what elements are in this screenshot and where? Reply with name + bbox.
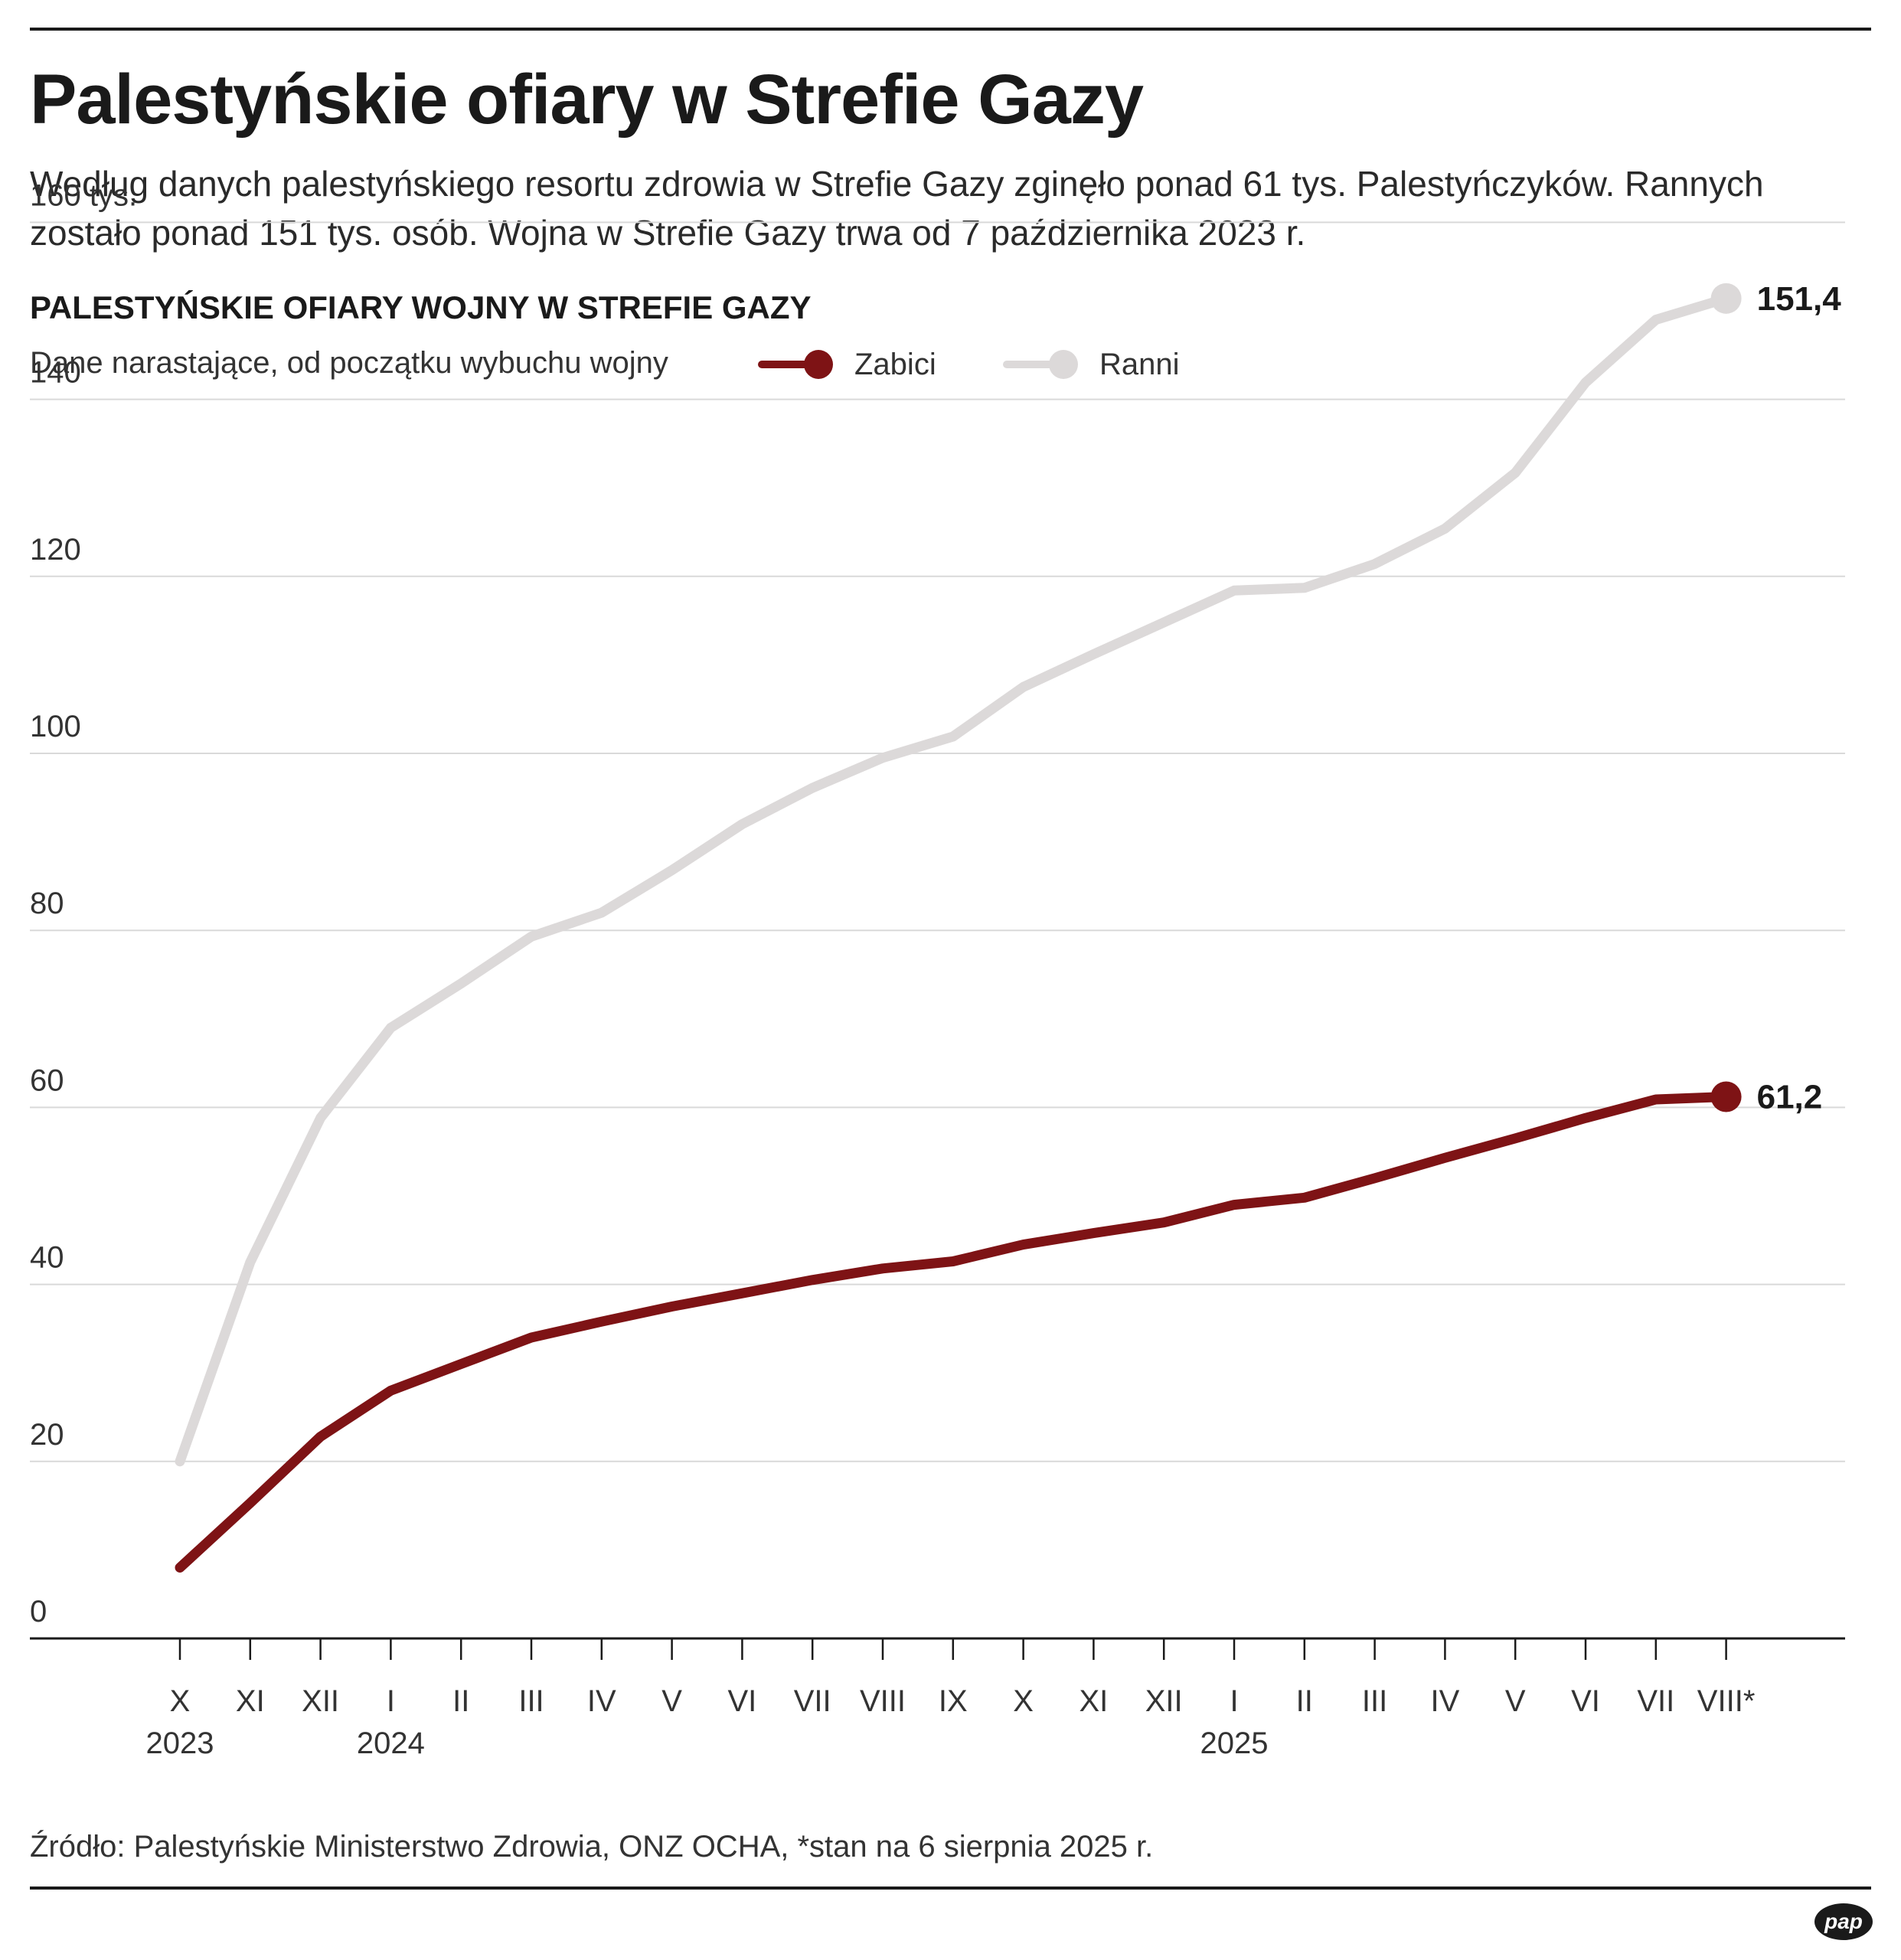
chart-subtitle: Dane narastające, od początku wybuchu wo… [30,346,668,380]
y-tick-label: 140 [30,356,81,390]
y-tick-label: 80 [30,887,64,920]
x-tick-label: VI [728,1684,757,1718]
legend-label-ranni: Ranni [1099,347,1180,381]
y-tick-label: 60 [30,1063,64,1097]
x-tick-label: I [1230,1684,1238,1718]
source-note: Źródło: Palestyńskie Ministerstwo Zdrowi… [30,1830,1154,1864]
series-lines: 151,4 61,2 [175,280,1842,1573]
gridlines [30,221,1845,1462]
svg-text:pap: pap [1824,1909,1863,1933]
x-tick-label: X [170,1684,191,1718]
x-tick-label: II [1296,1684,1313,1718]
x-tick-label: XI [1080,1684,1109,1718]
legend-item-zabici: Zabici [758,341,936,387]
x-year-label: 2024 [357,1726,425,1760]
series-line-zabici [175,1092,1732,1573]
legend-swatch-ranni [1003,341,1080,387]
y-tick-label: 20 [30,1418,64,1452]
series-end-label-zabici: 61,2 [1757,1079,1823,1116]
x-year-label: 2025 [1200,1726,1269,1760]
y-tick-label: 120 [30,533,81,567]
x-tick-label: V [1505,1684,1526,1718]
bottom-rule [30,1886,1871,1890]
x-axis: X XI XII I II III IV V VI VII VIII IX X XI XII I II III IV… [30,1637,1845,1760]
series-end-dot-ranni [1710,283,1742,314]
x-tick-label: III [1362,1684,1387,1718]
x-tick-label: IV [587,1684,616,1718]
pap-logo: pap [1814,1903,1873,1940]
series-end-dot-zabici [1710,1081,1742,1112]
headline: Palestyńskie ofiary w Strefie Gazy [30,60,1144,139]
legend-label-zabici: Zabici [854,347,936,381]
x-year-label: 2023 [146,1726,214,1760]
y-tick-label: 40 [30,1241,64,1275]
x-tick-label: XI [236,1684,265,1718]
x-tick-label: IX [939,1684,968,1718]
x-tick-label: II [452,1684,469,1718]
lead-paragraph: Według danych palestyńskiego resortu zdr… [30,164,1764,253]
series-end-label-ranni: 151,4 [1757,280,1842,318]
x-tick-label: VII [1637,1684,1674,1718]
y-tick-label: 160 tys. [30,178,137,212]
x-tick-label: VI [1571,1684,1600,1718]
legend-item-ranni: Ranni [1003,341,1180,387]
x-tick-label: XII [302,1684,339,1718]
x-tick-label: VIII [860,1684,906,1718]
y-tick-label: 0 [30,1595,47,1628]
y-tick-label: 100 [30,710,81,743]
chart-title: PALESTYŃSKIE OFIARY WOJNY W STREFIE GAZY [30,289,812,325]
x-tick-label: III [518,1684,544,1718]
x-tick-label: VIII* [1697,1684,1756,1718]
x-tick-label: VII [794,1684,831,1718]
x-tick-label: I [387,1684,395,1718]
series-line-ranni [175,293,1732,1467]
legend-swatch-zabici [758,341,835,387]
y-axis-ticks: 0 20 40 60 80 100 120 140 160 tys. [30,178,137,1628]
x-tick-label: XII [1145,1684,1183,1718]
x-tick-label: V [661,1684,682,1718]
x-tick-label: X [1013,1684,1034,1718]
x-tick-label: IV [1431,1684,1460,1718]
top-rule [30,28,1871,31]
